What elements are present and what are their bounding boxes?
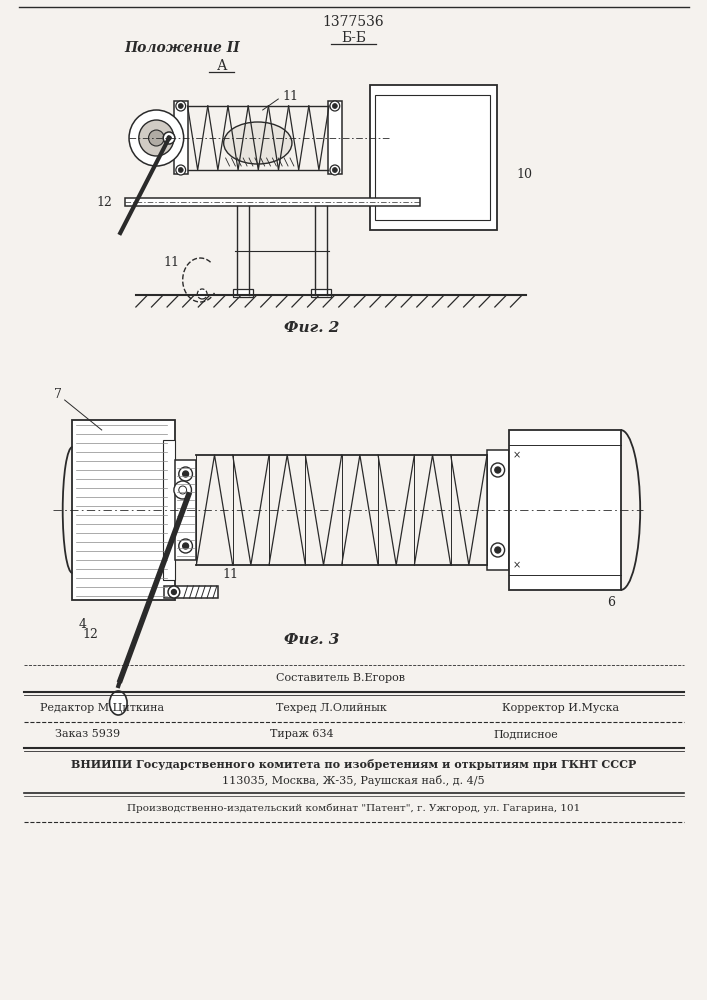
Text: Фиг. 3: Фиг. 3 bbox=[284, 633, 339, 647]
Circle shape bbox=[174, 481, 192, 499]
Circle shape bbox=[179, 539, 192, 553]
Circle shape bbox=[176, 165, 186, 175]
Circle shape bbox=[332, 104, 337, 108]
Circle shape bbox=[495, 547, 501, 553]
Circle shape bbox=[139, 120, 174, 156]
Circle shape bbox=[491, 543, 505, 557]
Text: Производственно-издательский комбинат "Патент", г. Ужгород, ул. Гагарина, 101: Производственно-издательский комбинат "П… bbox=[127, 803, 580, 813]
Circle shape bbox=[148, 130, 164, 146]
Bar bbox=[174, 101, 187, 174]
Text: Подписное: Подписное bbox=[493, 729, 559, 739]
Text: ×: × bbox=[513, 450, 520, 460]
Text: Составитель В.Егоров: Составитель В.Егоров bbox=[276, 673, 405, 683]
Circle shape bbox=[332, 167, 337, 172]
Circle shape bbox=[163, 132, 175, 144]
Circle shape bbox=[197, 289, 207, 299]
Text: 12: 12 bbox=[97, 196, 112, 210]
Text: Б-Б: Б-Б bbox=[341, 31, 366, 45]
Bar bbox=[72, 420, 175, 600]
Text: А: А bbox=[216, 59, 227, 73]
Ellipse shape bbox=[110, 691, 127, 715]
Text: 11: 11 bbox=[223, 568, 239, 580]
Text: 11: 11 bbox=[282, 91, 298, 104]
Text: 11: 11 bbox=[164, 256, 180, 269]
Text: ВНИИПИ Государственного комитета по изобретениям и открытиям при ГКНТ СССР: ВНИИПИ Государственного комитета по изоб… bbox=[71, 760, 636, 770]
Text: Техред Л.Олийнык: Техред Л.Олийнык bbox=[276, 703, 386, 713]
Circle shape bbox=[168, 586, 180, 598]
Bar bbox=[233, 289, 253, 297]
Text: Положение II: Положение II bbox=[125, 41, 240, 55]
Text: ×: × bbox=[513, 560, 520, 570]
Bar bbox=[125, 198, 420, 206]
Bar bbox=[164, 586, 218, 598]
Circle shape bbox=[179, 486, 187, 494]
Circle shape bbox=[178, 167, 183, 172]
Text: Заказ 5939: Заказ 5939 bbox=[54, 729, 119, 739]
Ellipse shape bbox=[223, 122, 292, 164]
Bar bbox=[370, 85, 497, 230]
Text: 7: 7 bbox=[54, 388, 62, 401]
Text: Редактор М.Циткина: Редактор М.Циткина bbox=[40, 703, 164, 713]
Bar bbox=[163, 440, 175, 580]
Text: Корректор И.Муска: Корректор И.Муска bbox=[502, 703, 619, 713]
Text: 113035, Москва, Ж-35, Раушская наб., д. 4/5: 113035, Москва, Ж-35, Раушская наб., д. … bbox=[222, 774, 485, 786]
Text: Фиг. 2: Фиг. 2 bbox=[284, 321, 339, 335]
Circle shape bbox=[330, 101, 340, 111]
Text: Тираж 634: Тираж 634 bbox=[270, 729, 334, 739]
Circle shape bbox=[182, 471, 189, 477]
Bar bbox=[508, 430, 621, 590]
Bar bbox=[487, 450, 508, 570]
Text: 12: 12 bbox=[83, 629, 99, 642]
Circle shape bbox=[491, 463, 505, 477]
Bar bbox=[175, 460, 197, 560]
Text: 4: 4 bbox=[78, 618, 86, 632]
Circle shape bbox=[182, 543, 189, 549]
Bar bbox=[328, 101, 341, 174]
Text: 6: 6 bbox=[607, 595, 615, 608]
Circle shape bbox=[179, 467, 192, 481]
Circle shape bbox=[495, 467, 501, 473]
Circle shape bbox=[167, 136, 171, 140]
Circle shape bbox=[129, 110, 184, 166]
Bar bbox=[312, 289, 331, 297]
Circle shape bbox=[172, 589, 176, 594]
Circle shape bbox=[330, 165, 340, 175]
Circle shape bbox=[176, 101, 186, 111]
Circle shape bbox=[178, 104, 183, 108]
Text: 10: 10 bbox=[516, 168, 532, 182]
Text: 1377536: 1377536 bbox=[322, 15, 384, 29]
Bar bbox=[375, 95, 490, 220]
